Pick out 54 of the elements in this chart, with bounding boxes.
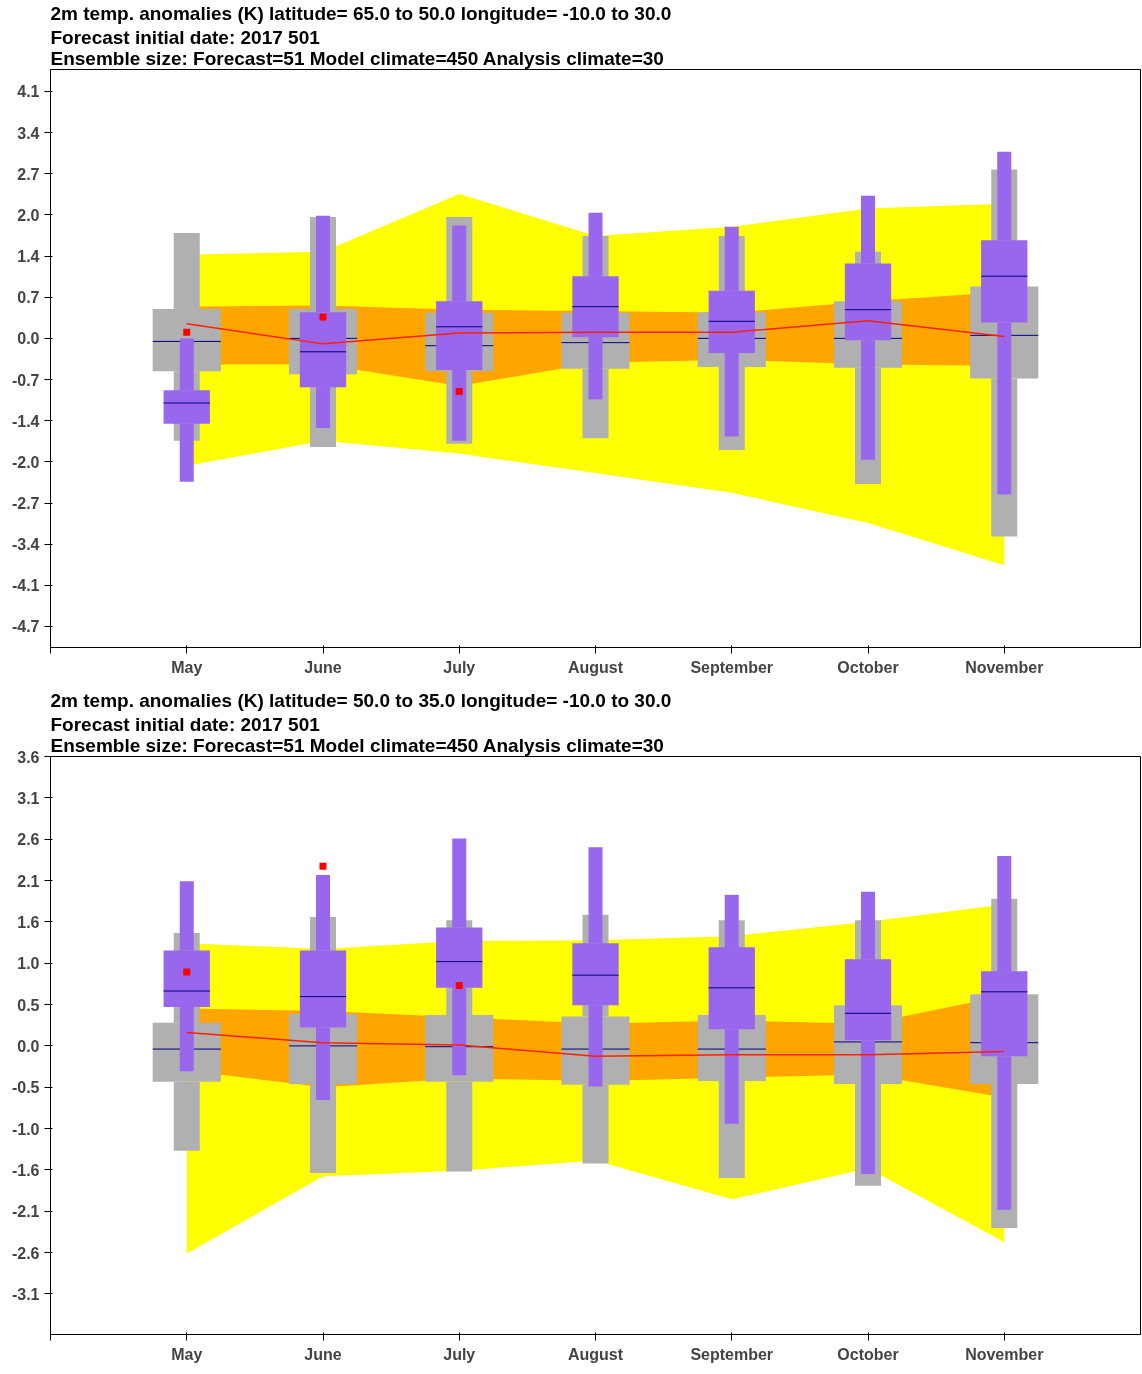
line-series <box>186 1031 1005 1057</box>
x-tick-label: September <box>690 1345 774 1363</box>
y-tick-label: 2.6 <box>17 831 40 849</box>
y-tick-label: 3.1 <box>17 789 40 807</box>
y-tick-label: 0.5 <box>17 996 40 1014</box>
y-tick-label: -3.4 <box>11 536 40 554</box>
y-tick-label: -2.0 <box>11 453 40 471</box>
y-tick-label: 2.7 <box>17 165 40 183</box>
x-tick-label: August <box>567 1345 624 1363</box>
y-tick-label: -1.4 <box>11 412 40 430</box>
point <box>183 968 191 976</box>
y-tick-label: 0.0 <box>17 330 40 348</box>
y-tick-label: -4.1 <box>11 577 40 595</box>
y-tick-label: 1.6 <box>17 913 40 931</box>
y-tick-label: -3.1 <box>11 1285 40 1303</box>
x-tick-label: November <box>965 1345 1044 1363</box>
point <box>183 328 191 336</box>
y-tick-label: 1.0 <box>17 955 40 973</box>
x-tick-label: June <box>304 658 342 676</box>
x-tick-label: May <box>171 1345 203 1363</box>
point <box>455 387 463 395</box>
x-tick-label: November <box>965 658 1044 676</box>
x-tick-label: June <box>304 1345 342 1363</box>
y-tick-label: -2.6 <box>11 1244 40 1262</box>
y-tick-label: 3.6 <box>17 748 40 766</box>
y-tick-label: 3.4 <box>17 124 40 142</box>
y-tick-label: -0.7 <box>11 371 40 389</box>
x-tick-label: October <box>837 658 899 676</box>
y-tick-label: 0.0 <box>17 1037 40 1055</box>
x-tick-label: September <box>690 658 774 676</box>
y-tick-label: 1.4 <box>17 248 40 266</box>
x-tick-label: October <box>837 1345 899 1363</box>
y-tick-label: 2.1 <box>17 872 40 890</box>
y-tick-label: 0.7 <box>17 289 40 307</box>
y-tick-label: -1.0 <box>11 1120 40 1138</box>
y-tick-label: 4.1 <box>17 83 40 101</box>
y-tick-label: 2.0 <box>17 206 40 224</box>
x-tick-label: August <box>567 658 624 676</box>
chart-subtitle: Forecast initial date: 2017 501 Ensemble size: Forecast=51 Model climate=450 Analysis climate=30 <box>50 713 664 756</box>
chart-title: 2m temp. anomalies (K) latitude= 65.0 to 50.0 longitude= -10.0 to 30.0 <box>50 2 672 24</box>
x-tick-label: July <box>443 658 476 676</box>
y-tick-label: -0.5 <box>11 1079 40 1097</box>
chart-subtitle: Forecast initial date: 2017 501 Ensemble size: Forecast=51 Model climate=450 Analysis climate=30 <box>50 26 664 69</box>
y-tick-label: -1.6 <box>11 1161 40 1179</box>
line-series <box>186 319 1005 345</box>
x-tick-label: May <box>171 658 203 676</box>
point <box>319 862 327 870</box>
y-tick-label: -4.7 <box>11 618 40 636</box>
x-tick-label: July <box>443 1345 476 1363</box>
y-tick-label: -2.1 <box>11 1203 40 1221</box>
point <box>319 313 327 321</box>
chart-title: 2m temp. anomalies (K) latitude= 50.0 to 35.0 longitude= -10.0 to 30.0 <box>50 689 672 711</box>
point <box>455 981 463 989</box>
y-tick-label: -2.7 <box>11 495 40 512</box>
